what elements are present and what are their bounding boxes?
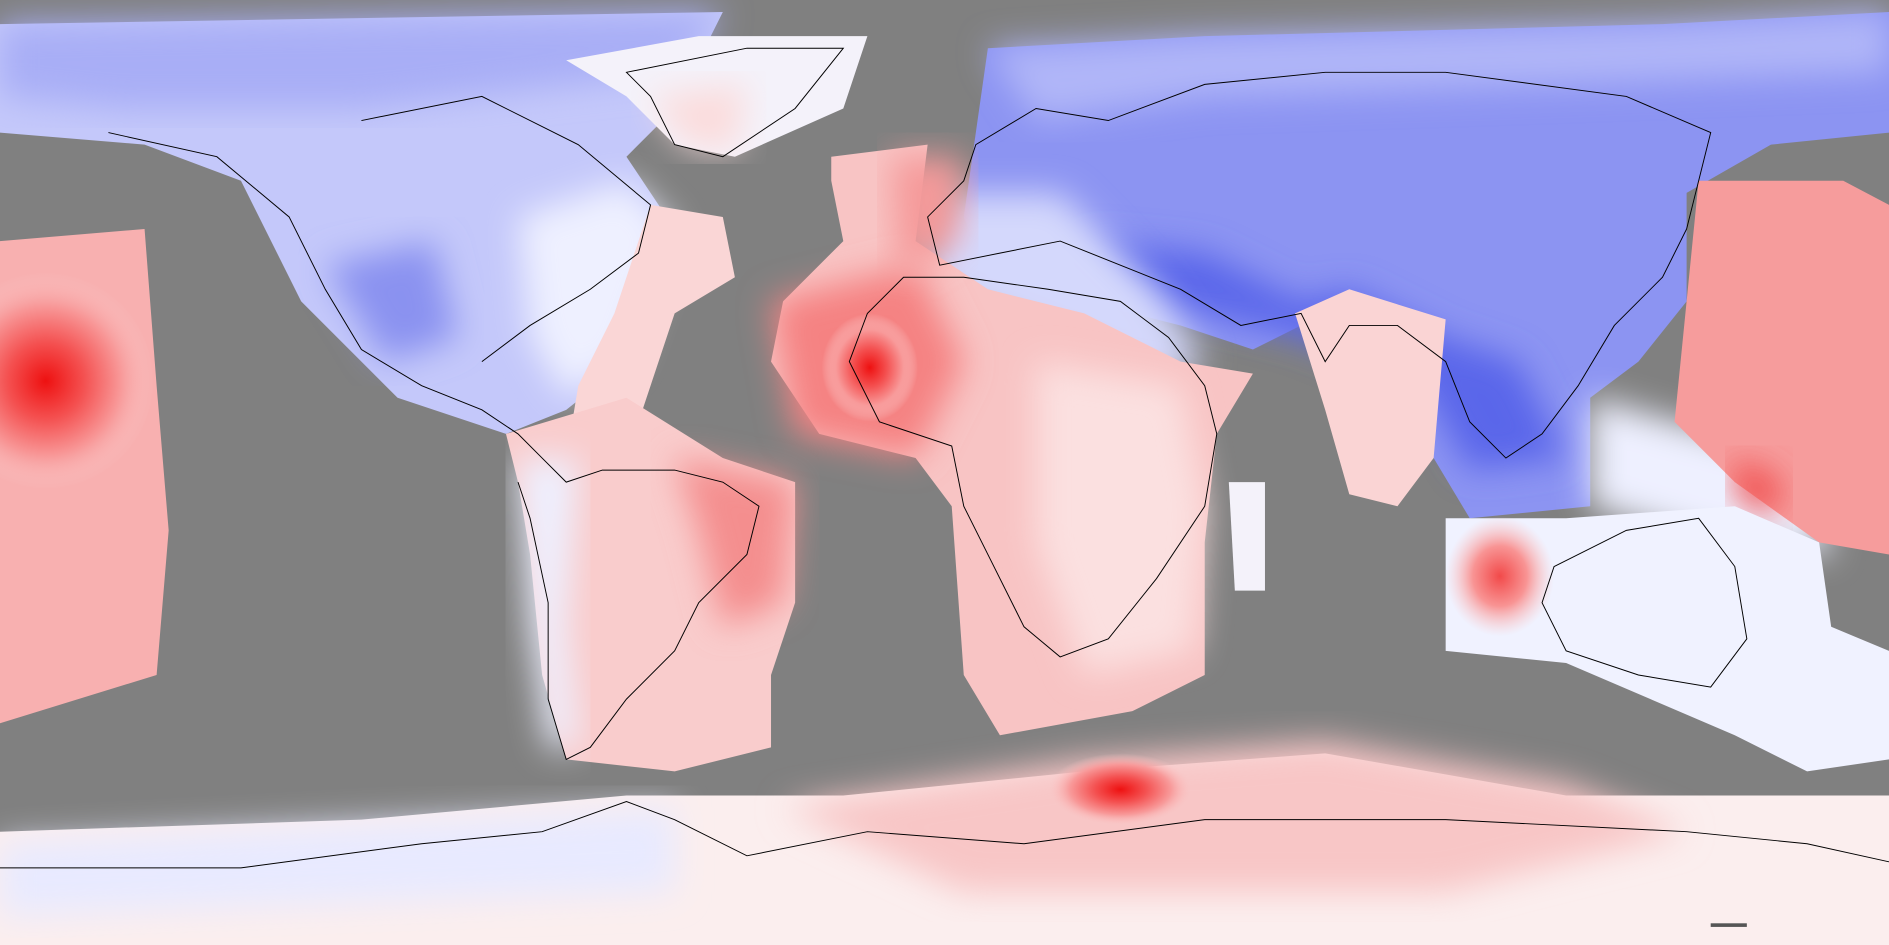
southern-ocean-hotspot	[1048, 753, 1193, 826]
rockies-cool	[325, 241, 458, 362]
east-pacific-field	[1674, 180, 1889, 555]
americas-coast	[108, 132, 760, 761]
east-pacific-warm	[1734, 458, 1783, 519]
scale-mark	[1710, 923, 1747, 927]
eurasia-coast	[927, 71, 1712, 459]
atlantic-stripe	[566, 204, 735, 459]
australia-coast	[1541, 517, 1748, 688]
arctic-cool	[0, 12, 723, 109]
antarctic-warm	[783, 741, 1687, 892]
india-field	[1295, 289, 1446, 507]
anomaly-fields	[0, 12, 1889, 945]
madagascar-field	[1228, 482, 1265, 591]
antarctic-cool	[0, 807, 675, 917]
west-africa-hotspot	[821, 313, 918, 422]
west-pacific-hotspot	[0, 272, 155, 490]
greenland-coast	[625, 47, 845, 158]
eurasia-field	[963, 12, 1889, 519]
africa-coast	[848, 276, 1218, 658]
north-eurasia-cool	[987, 12, 1889, 121]
indian-ocean-hotspot	[1445, 515, 1555, 637]
east-coast-field	[518, 180, 675, 398]
north-america-coast	[361, 95, 652, 362]
greenland-warm	[650, 84, 747, 151]
australia-field	[1445, 506, 1889, 772]
brazil-warm	[674, 458, 796, 627]
antarctica-coast	[0, 801, 1889, 869]
coastlines	[0, 47, 1889, 869]
east-africa-field	[1036, 361, 1205, 675]
himalaya-cool	[1084, 241, 1567, 471]
